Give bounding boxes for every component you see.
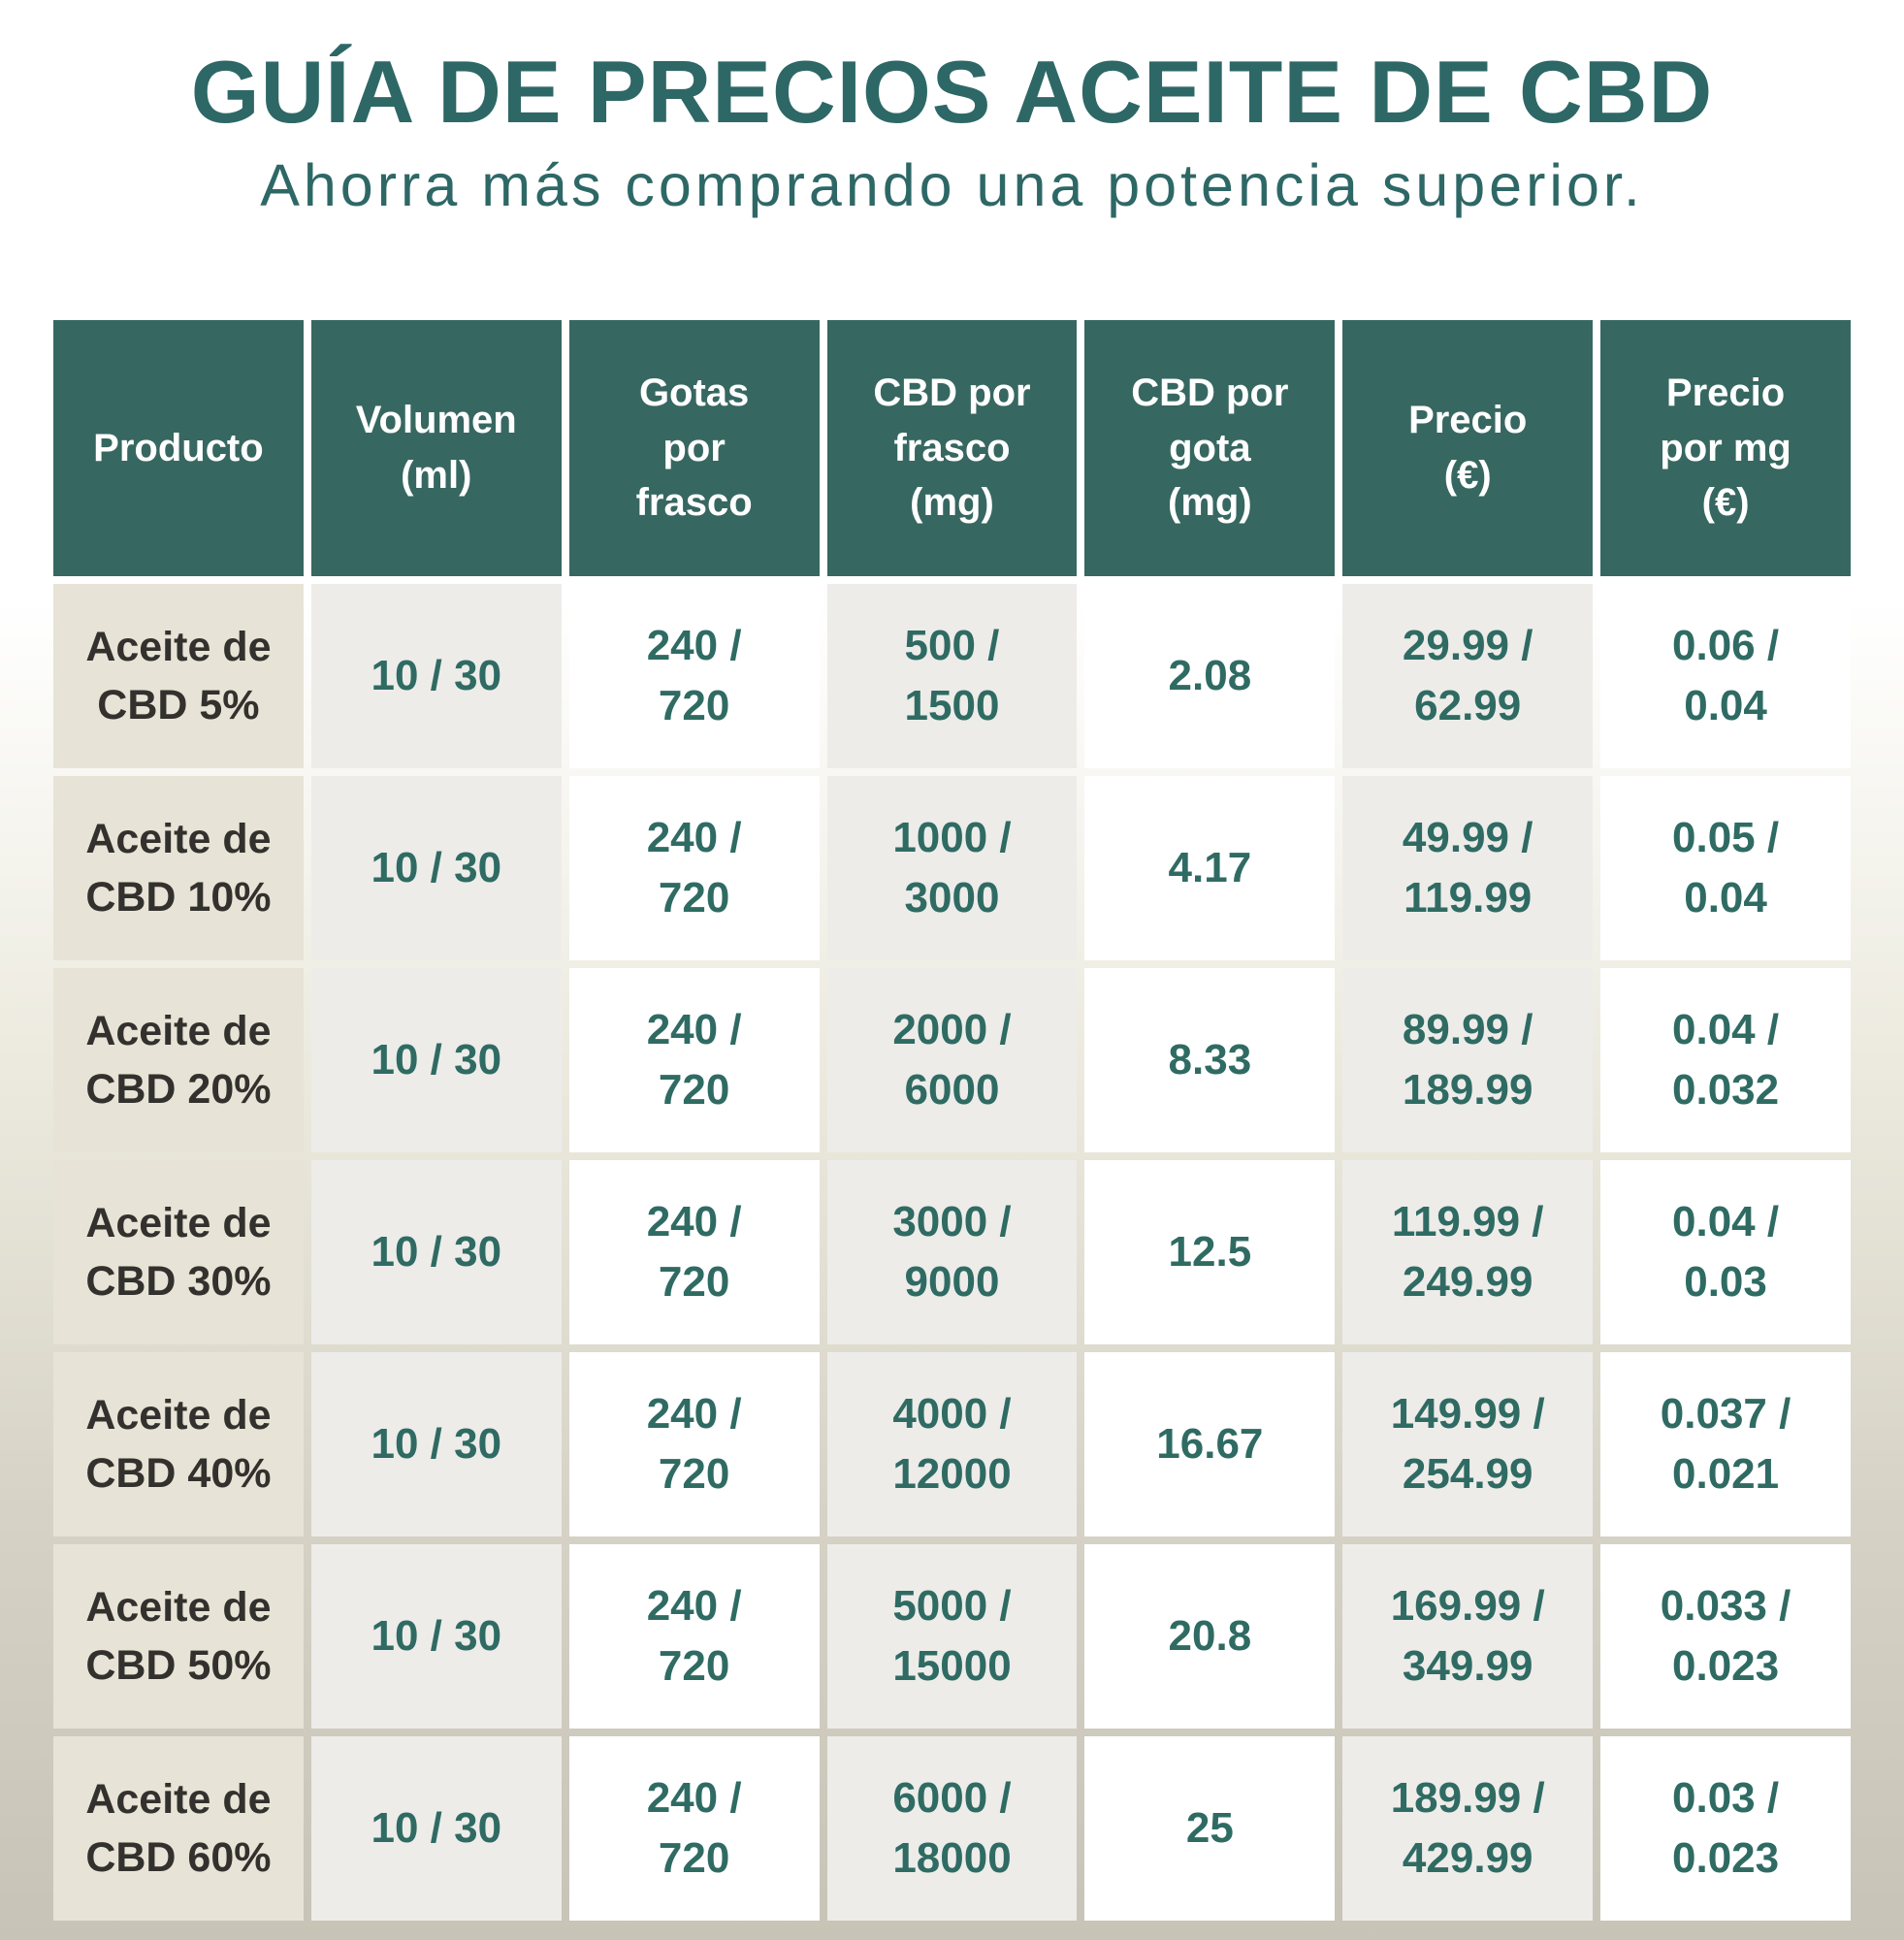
cell-producto: Aceite de CBD 30% [53, 1160, 304, 1344]
cell-producto: Aceite de CBD 5% [53, 584, 304, 768]
cell-precio-mg: 0.033 / 0.023 [1600, 1544, 1851, 1729]
cell-cbd-gota: 12.5 [1084, 1160, 1336, 1344]
cell-precio-mg: 0.06 / 0.04 [1600, 584, 1851, 768]
cell-precio: 149.99 / 254.99 [1342, 1352, 1594, 1536]
cell-volumen: 10 / 30 [310, 1160, 562, 1344]
header-block: GUÍA DE PRECIOS ACEITE DE CBD Ahorra más… [0, 47, 1904, 218]
header-precio-por-mg: Precio por mg (€) [1600, 320, 1851, 576]
cell-volumen: 10 / 30 [310, 968, 562, 1152]
cell-precio: 89.99 / 189.99 [1342, 968, 1594, 1152]
cell-volumen: 10 / 30 [310, 1352, 562, 1536]
cell-precio: 119.99 / 249.99 [1342, 1160, 1594, 1344]
cell-cbd-gota: 4.17 [1084, 776, 1336, 960]
cell-gotas: 240 / 720 [568, 584, 820, 768]
cell-volumen: 10 / 30 [310, 776, 562, 960]
cell-producto: Aceite de CBD 40% [53, 1352, 304, 1536]
cell-volumen: 10 / 30 [310, 584, 562, 768]
header-cbd-por-frasco: CBD por frasco (mg) [826, 320, 1078, 576]
cell-precio-mg: 0.037 / 0.021 [1600, 1352, 1851, 1536]
header-volumen: Volumen (ml) [310, 320, 562, 576]
cell-cbd-frasco: 500 / 1500 [826, 584, 1078, 768]
cell-cbd-gota: 20.8 [1084, 1544, 1336, 1729]
cell-cbd-gota: 16.67 [1084, 1352, 1336, 1536]
header-cbd-por-gota: CBD por gota (mg) [1084, 320, 1336, 576]
cell-volumen: 10 / 30 [310, 1736, 562, 1921]
header-producto: Producto [53, 320, 304, 576]
cell-cbd-gota: 25 [1084, 1736, 1336, 1921]
cell-precio: 29.99 / 62.99 [1342, 584, 1594, 768]
cell-producto: Aceite de CBD 20% [53, 968, 304, 1152]
cell-cbd-frasco: 2000 / 6000 [826, 968, 1078, 1152]
cell-producto: Aceite de CBD 50% [53, 1544, 304, 1729]
cell-precio: 49.99 / 119.99 [1342, 776, 1594, 960]
header-gotas-por-frasco: Gotas por frasco [568, 320, 820, 576]
cell-precio-mg: 0.04 / 0.03 [1600, 1160, 1851, 1344]
cell-precio: 169.99 / 349.99 [1342, 1544, 1594, 1729]
cell-cbd-frasco: 5000 / 15000 [826, 1544, 1078, 1729]
cell-gotas: 240 / 720 [568, 1352, 820, 1536]
cell-cbd-gota: 8.33 [1084, 968, 1336, 1152]
cell-gotas: 240 / 720 [568, 1544, 820, 1729]
pricing-table: Producto Volumen (ml) Gotas por frasco C… [53, 320, 1851, 1921]
page-subtitle: Ahorra más comprando una potencia superi… [260, 151, 1644, 218]
cell-cbd-frasco: 1000 / 3000 [826, 776, 1078, 960]
cell-gotas: 240 / 720 [568, 1736, 820, 1921]
cell-precio-mg: 0.03 / 0.023 [1600, 1736, 1851, 1921]
cell-cbd-gota: 2.08 [1084, 584, 1336, 768]
header-precio: Precio (€) [1342, 320, 1594, 576]
page-title: GUÍA DE PRECIOS ACEITE DE CBD [190, 44, 1714, 142]
cell-volumen: 10 / 30 [310, 1544, 562, 1729]
cell-precio-mg: 0.05 / 0.04 [1600, 776, 1851, 960]
cell-gotas: 240 / 720 [568, 776, 820, 960]
cell-cbd-frasco: 4000 / 12000 [826, 1352, 1078, 1536]
cell-cbd-frasco: 3000 / 9000 [826, 1160, 1078, 1344]
cell-cbd-frasco: 6000 / 18000 [826, 1736, 1078, 1921]
cell-precio-mg: 0.04 / 0.032 [1600, 968, 1851, 1152]
cell-gotas: 240 / 720 [568, 968, 820, 1152]
cell-precio: 189.99 / 429.99 [1342, 1736, 1594, 1921]
cell-gotas: 240 / 720 [568, 1160, 820, 1344]
cell-producto: Aceite de CBD 10% [53, 776, 304, 960]
cell-producto: Aceite de CBD 60% [53, 1736, 304, 1921]
